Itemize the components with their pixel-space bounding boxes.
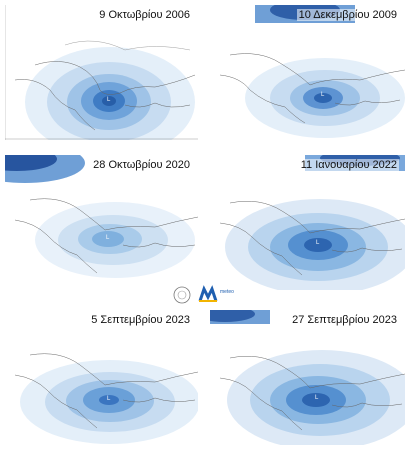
map-panel-2023-sep27: 27 Σεπτεμβρίου 2023: [210, 310, 405, 445]
pressure-map: [5, 5, 198, 140]
low-center-label: L: [315, 395, 319, 401]
map-panel-2006: 9 Οκτωβρίου 2006: [5, 5, 198, 140]
map-panel-2009: 10 Δεκεμβρίου 2009: [210, 5, 405, 140]
panel-date-title: 28 Οκτωβρίου 2020: [91, 159, 192, 171]
low-center-label: L: [316, 240, 320, 246]
pressure-map: [210, 5, 405, 140]
low-center-label: L: [107, 97, 111, 103]
panel-date-title: 11 Ιανουαρίου 2022: [298, 159, 399, 171]
map-panel-2022: 11 Ιανουαρίου 2022: [210, 155, 405, 290]
pressure-map: [5, 310, 198, 445]
low-center-label: L: [321, 92, 325, 98]
pressure-map: [5, 155, 198, 290]
pressure-map: [210, 155, 405, 290]
low-center-label: L: [106, 235, 110, 241]
panel-date-title: 5 Σεπτεμβρίου 2023: [89, 314, 192, 326]
svg-text:meteo: meteo: [220, 289, 234, 295]
map-panel-2023-sep05: 5 Σεπτεμβρίου 2023: [5, 310, 198, 445]
pressure-map: [210, 310, 405, 445]
low-center-label: L: [107, 396, 111, 402]
panel-date-title: 27 Σεπτεμβρίου 2023: [290, 314, 399, 326]
map-panel-2020: 28 Οκτωβρίου 2020: [5, 155, 198, 290]
panel-date-title: 10 Δεκεμβρίου 2009: [296, 9, 399, 21]
meteo-logo: meteo: [172, 283, 242, 307]
panel-date-title: 9 Οκτωβρίου 2006: [97, 9, 192, 21]
